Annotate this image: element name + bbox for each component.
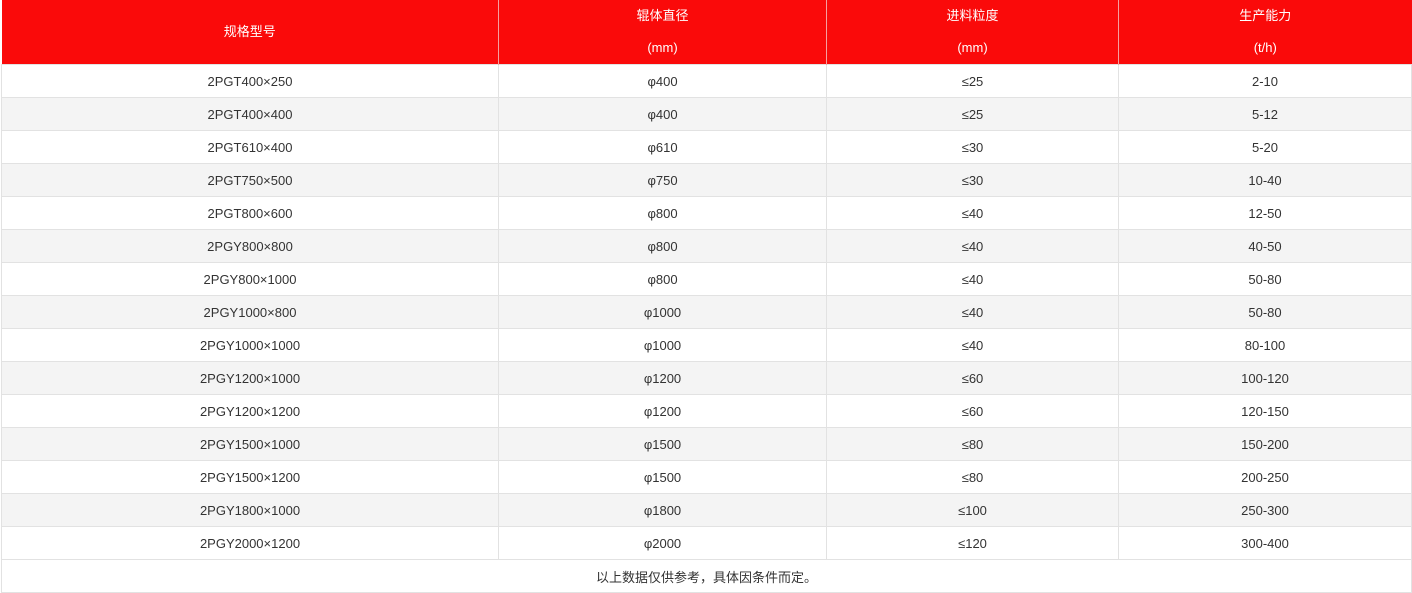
table-cell: 40-50 bbox=[1118, 229, 1412, 263]
header-row: 规格型号 辊体直径 (mm) 进料粒度 (mm) 生产能力 (t/h) bbox=[1, 0, 1412, 65]
header-unit: (t/h) bbox=[1253, 40, 1277, 55]
table-cell: 100-120 bbox=[1118, 361, 1412, 395]
table-cell: ≤80 bbox=[826, 460, 1119, 494]
table-cell: ≤30 bbox=[826, 163, 1119, 197]
column-header: 进料粒度 (mm) bbox=[826, 0, 1119, 65]
table-cell: φ1000 bbox=[498, 328, 827, 362]
table-row: 2PGY1000×1000 φ1000 ≤40 80-100 bbox=[1, 328, 1412, 362]
table-cell: 80-100 bbox=[1118, 328, 1412, 362]
table-cell: ≤40 bbox=[826, 295, 1119, 329]
table-cell: 2PGY1000×1000 bbox=[1, 328, 499, 362]
table-cell: 2PGY1000×800 bbox=[1, 295, 499, 329]
table-cell: φ400 bbox=[498, 64, 827, 98]
table-cell: ≤60 bbox=[826, 361, 1119, 395]
table-cell: 2PGY1500×1000 bbox=[1, 427, 499, 461]
table-cell: 2PGY1500×1200 bbox=[1, 460, 499, 494]
table-row: 2PGY2000×1200 φ2000 ≤120 300-400 bbox=[1, 526, 1412, 560]
table-row: 2PGY1800×1000 φ1800 ≤100 250-300 bbox=[1, 493, 1412, 527]
table-cell: ≤40 bbox=[826, 196, 1119, 230]
header-label: 辊体直径 bbox=[636, 8, 689, 23]
table-cell: ≤60 bbox=[826, 394, 1119, 428]
table-cell: 200-250 bbox=[1118, 460, 1412, 494]
table-cell: 5-20 bbox=[1118, 130, 1412, 164]
table-cell: 250-300 bbox=[1118, 493, 1412, 527]
table-cell: 50-80 bbox=[1118, 295, 1412, 329]
table-cell: φ610 bbox=[498, 130, 827, 164]
table-cell: 2PGT400×250 bbox=[1, 64, 499, 98]
table-note: 以上数据仅供参考，具体因条件而定。 bbox=[1, 559, 1412, 593]
table-cell: 5-12 bbox=[1118, 97, 1412, 131]
table-cell: φ750 bbox=[498, 163, 827, 197]
table-cell: ≤30 bbox=[826, 130, 1119, 164]
table-cell: φ1200 bbox=[498, 394, 827, 428]
header-label: 规格型号 bbox=[223, 24, 276, 39]
table-cell: φ800 bbox=[498, 262, 827, 296]
table-cell: φ1000 bbox=[498, 295, 827, 329]
table-cell: 12-50 bbox=[1118, 196, 1412, 230]
header-label: 生产能力 bbox=[1239, 8, 1292, 23]
table-row: 2PGT800×600 φ800 ≤40 12-50 bbox=[1, 196, 1412, 230]
table-row: 2PGT610×400 φ610 ≤30 5-20 bbox=[1, 130, 1412, 164]
table-cell: 2PGY800×1000 bbox=[1, 262, 499, 296]
table-cell: 2-10 bbox=[1118, 64, 1412, 98]
table-cell: 10-40 bbox=[1118, 163, 1412, 197]
table-cell: φ2000 bbox=[498, 526, 827, 560]
table-cell: 2PGY1200×1000 bbox=[1, 361, 499, 395]
table-cell: φ1200 bbox=[498, 361, 827, 395]
table-cell: ≤40 bbox=[826, 229, 1119, 263]
note-row: 以上数据仅供参考，具体因条件而定。 bbox=[1, 559, 1412, 593]
table-row: 2PGY1500×1000 φ1500 ≤80 150-200 bbox=[1, 427, 1412, 461]
table-cell: 50-80 bbox=[1118, 262, 1412, 296]
table-cell: 2PGT610×400 bbox=[1, 130, 499, 164]
table-row: 2PGY1200×1000 φ1200 ≤60 100-120 bbox=[1, 361, 1412, 395]
table-cell: ≤120 bbox=[826, 526, 1119, 560]
table-cell: ≤80 bbox=[826, 427, 1119, 461]
table-cell: φ800 bbox=[498, 229, 827, 263]
column-header: 生产能力 (t/h) bbox=[1118, 0, 1412, 65]
table-cell: 2PGY2000×1200 bbox=[1, 526, 499, 560]
table-row: 2PGY1000×800 φ1000 ≤40 50-80 bbox=[1, 295, 1412, 329]
table-cell: φ400 bbox=[498, 97, 827, 131]
table-cell: φ800 bbox=[498, 196, 827, 230]
table-cell: 150-200 bbox=[1118, 427, 1412, 461]
table-row: 2PGT400×250 φ400 ≤25 2-10 bbox=[1, 64, 1412, 98]
table-row: 2PGY1500×1200 φ1500 ≤80 200-250 bbox=[1, 460, 1412, 494]
table-cell: 300-400 bbox=[1118, 526, 1412, 560]
table-cell: φ1500 bbox=[498, 427, 827, 461]
table-cell: ≤40 bbox=[826, 262, 1119, 296]
table-cell: ≤25 bbox=[826, 97, 1119, 131]
column-header: 规格型号 bbox=[1, 0, 499, 65]
table-cell: ≤25 bbox=[826, 64, 1119, 98]
table-cell: 2PGY1800×1000 bbox=[1, 493, 499, 527]
table-cell: 120-150 bbox=[1118, 394, 1412, 428]
table-row: 2PGY1200×1200 φ1200 ≤60 120-150 bbox=[1, 394, 1412, 428]
table-cell: 2PGT400×400 bbox=[1, 97, 499, 131]
table-row: 2PGY800×1000 φ800 ≤40 50-80 bbox=[1, 262, 1412, 296]
header-unit: (mm) bbox=[647, 40, 678, 55]
table-cell: 2PGT800×600 bbox=[1, 196, 499, 230]
table-cell: 2PGT750×500 bbox=[1, 163, 499, 197]
table-cell: 2PGY800×800 bbox=[1, 229, 499, 263]
table-cell: ≤100 bbox=[826, 493, 1119, 527]
header-unit: (mm) bbox=[957, 40, 988, 55]
column-header: 辊体直径 (mm) bbox=[498, 0, 827, 65]
header-label: 进料粒度 bbox=[946, 8, 999, 23]
table-cell: ≤40 bbox=[826, 328, 1119, 362]
table-row: 2PGT400×400 φ400 ≤25 5-12 bbox=[1, 97, 1412, 131]
table-row: 2PGT750×500 φ750 ≤30 10-40 bbox=[1, 163, 1412, 197]
table-row: 2PGY800×800 φ800 ≤40 40-50 bbox=[1, 229, 1412, 263]
table-cell: φ1800 bbox=[498, 493, 827, 527]
table-cell: 2PGY1200×1200 bbox=[1, 394, 499, 428]
table-cell: φ1500 bbox=[498, 460, 827, 494]
